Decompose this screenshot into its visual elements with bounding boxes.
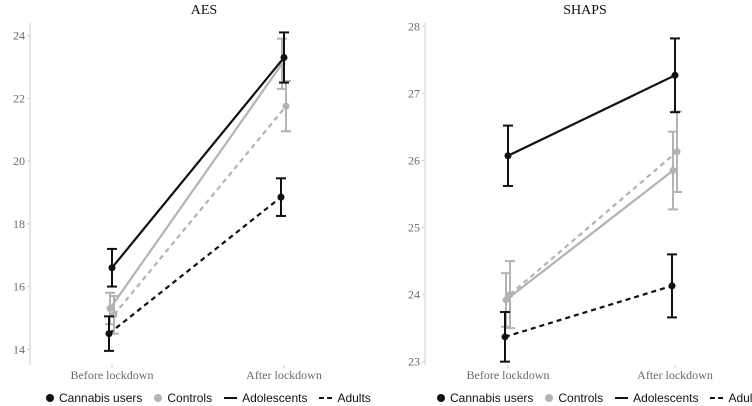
legend-label: Cannabis users [450, 391, 534, 405]
legend-label: Cannabis users [59, 391, 143, 405]
aes-y-tick-label: 22 [13, 91, 25, 105]
aes-chart-title: AES [191, 3, 217, 18]
legend-dot-icon [154, 394, 163, 402]
legend-aes: Cannabis users Controls Adolescents Adults [46, 390, 383, 406]
shaps-series-cannabis-users-adults-point [501, 333, 509, 341]
aes-series-cannabis-users-adolescents-point [280, 54, 288, 62]
legend-item-adolescents: Adolescents [615, 391, 698, 405]
shaps-y-tick-label: 27 [408, 86, 420, 100]
shaps-y-tick-label: 28 [408, 19, 420, 33]
shaps-series-controls-adolescents-line [505, 169, 674, 301]
aes-series-controls-adults-line [113, 105, 287, 316]
aes-series-controls-adolescents-point [106, 305, 114, 313]
shaps-series-cannabis-users-adolescents-point [504, 152, 512, 160]
legend-dot-icon [46, 394, 54, 402]
legend-shaps: Cannabis users Controls Adolescents Adults [437, 390, 752, 406]
legend-item-controls: Controls [545, 391, 603, 405]
shaps-y-tick-label: 25 [408, 221, 420, 235]
aes-series-controls-adults-point [282, 102, 290, 110]
legend-item-cannabis-users: Cannabis users [437, 391, 533, 405]
legend-dot-icon [437, 394, 445, 402]
legend-label: Controls [558, 391, 604, 405]
aes-y-tick-label: 24 [13, 29, 25, 43]
aes-series-controls-adolescents-line [109, 63, 283, 310]
aes-series-cannabis-users-adolescents-line [111, 56, 285, 269]
shaps-y-tick-label: 24 [408, 288, 420, 302]
aes-x-tick-label: After lockdown [246, 368, 322, 382]
shaps-series-cannabis-users-adolescents-point [671, 71, 679, 79]
legend-line-icon [710, 397, 724, 399]
shaps-series-cannabis-users-adolescents-line [507, 74, 676, 157]
aes-x-tick-label: Before lockdown [71, 368, 154, 382]
legend-line-icon [224, 397, 238, 399]
shaps-y-tick-label: 26 [408, 153, 420, 167]
shaps-series-controls-adolescents-point [502, 296, 510, 304]
shaps-chart-title: SHAPS [563, 3, 607, 18]
legend-label: Controls [167, 391, 213, 405]
aes-y-tick-label: 16 [13, 280, 25, 294]
legend-label: Adults [728, 391, 752, 405]
legend-item-controls: Controls [154, 391, 212, 405]
legend-label: Adolescents [242, 391, 308, 405]
shaps-series-controls-adults-point [673, 148, 681, 156]
shaps-x-tick-label: Before lockdown [467, 368, 550, 382]
legend-line-icon [615, 397, 629, 399]
legend-item-adolescents: Adolescents [224, 391, 307, 405]
legend-line-icon [319, 397, 333, 399]
shaps-series-controls-adults-line [509, 150, 678, 296]
legend-item-adults: Adults [710, 391, 752, 405]
aes-y-tick-label: 20 [13, 154, 25, 168]
legend-dot-icon [545, 394, 554, 402]
legend-item-adults: Adults [319, 391, 371, 405]
aes-series-cannabis-users-adults-point [277, 193, 285, 201]
shaps-series-controls-adolescents-point [669, 167, 677, 175]
shaps-series-cannabis-users-adults-line [504, 284, 673, 338]
aes-y-tick-label: 14 [13, 342, 25, 356]
aes-series-cannabis-users-adults-line [108, 196, 282, 335]
legend-label: Adults [337, 391, 371, 405]
legend-item-cannabis-users: Cannabis users [46, 391, 142, 405]
shaps-series-cannabis-users-adults-point [668, 282, 676, 290]
shaps-y-tick-label: 23 [408, 355, 420, 369]
aes-y-tick-label: 18 [13, 217, 25, 231]
shaps-x-tick-label: After lockdown [637, 368, 713, 382]
aes-series-cannabis-users-adults-point [105, 330, 113, 338]
shaps-series-controls-adults-point [506, 291, 514, 299]
legend-label: Adolescents [633, 391, 699, 405]
aes-series-cannabis-users-adolescents-point [108, 264, 116, 272]
